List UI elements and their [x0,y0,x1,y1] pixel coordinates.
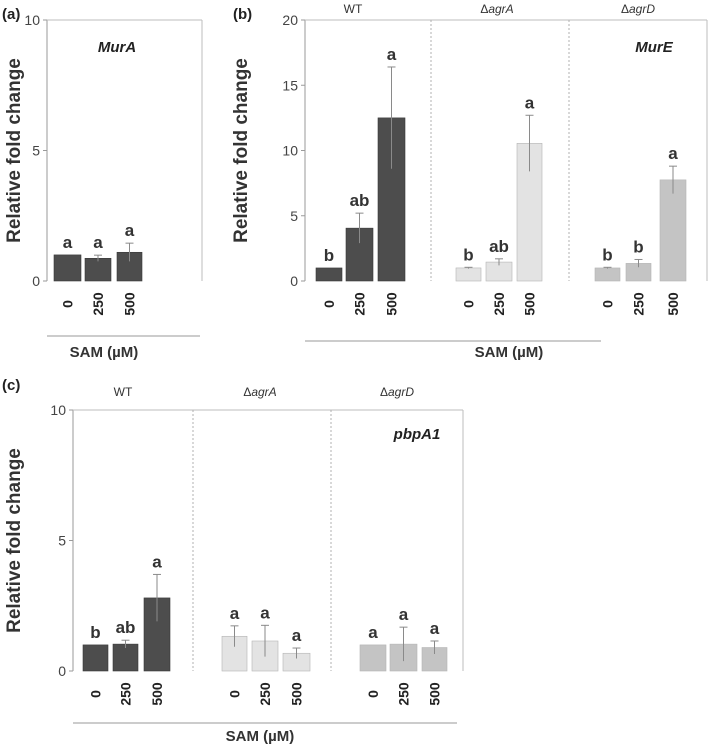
significance-letter: a [152,552,162,571]
significance-letter: b [602,245,612,264]
group-label: ΔagrD [380,385,414,399]
x-tick-label: 500 [289,682,305,706]
bar [359,644,387,672]
delta-symbol: Δ [380,385,388,399]
y-tick-label: 0 [58,663,66,679]
x-axis-title: SAM (µM) [70,344,139,361]
x-tick-label: 250 [90,292,106,316]
x-tick-label: 500 [427,682,443,706]
x-tick-label: 250 [396,682,412,706]
x-tick-label: 250 [491,292,507,316]
x-axis-title: SAM (µM) [475,344,544,361]
significance-letter: ab [489,237,509,256]
bar [594,267,621,282]
x-axis-title: SAM (µM) [226,728,295,745]
x-tick-label: 0 [321,300,337,308]
significance-letter: a [93,233,103,252]
y-tick-label: 10 [24,12,40,28]
strain-name: agrA [251,385,276,399]
x-tick-label: 500 [665,292,681,316]
panel-label: (b) [233,6,252,23]
y-tick-label: 5 [58,533,66,549]
bar [82,644,109,672]
significance-letter: a [399,605,409,624]
group-label: WT [344,2,363,16]
panel-label: (c) [2,377,20,394]
x-tick-label: 0 [227,690,243,698]
y-tick-label: 20 [282,12,298,28]
x-tick-label: 250 [257,682,273,706]
y-tick-label: 0 [290,273,298,289]
chart-panel-b: (b) 0 5 10 15 20 Relative fold change MurE WT b 0 a… [231,2,708,361]
x-tick-label: 0 [461,300,477,308]
delta-symbol: Δ [480,2,488,16]
bar [659,179,687,282]
bar [112,643,139,672]
gene-label: MurA [98,39,136,56]
significance-letter: ab [116,618,136,637]
strain-name: agrD [388,385,414,399]
delta-symbol: Δ [243,385,251,399]
significance-letter: b [463,245,473,264]
significance-letter: b [633,237,643,256]
x-tick-label: 500 [122,292,138,316]
gene-label: MurE [635,39,673,56]
chart-panel-a: (a) 0 5 10 Relative fold change MurA a 0 a 250 a 50… [2,6,203,361]
x-tick-label: 250 [352,292,368,316]
significance-letter: a [525,93,535,112]
y-tick-label: 0 [32,273,40,289]
significance-letter: a [230,604,240,623]
bar [84,257,112,282]
y-tick-label: 10 [282,143,298,159]
x-tick-label: 0 [88,690,104,698]
y-tick-label: 5 [290,208,298,224]
y-axis-title: Relative fold change [4,58,25,243]
group-label: ΔagrA [480,2,513,16]
panel-label: (a) [2,6,20,23]
bar [53,254,82,282]
significance-letter: a [125,221,135,240]
x-tick-label: 0 [60,300,76,308]
bar [315,267,343,282]
significance-letter: a [63,233,73,252]
x-tick-label: 250 [118,682,134,706]
gene-label: pbpA1 [393,426,441,443]
group-label: ΔagrD [621,2,655,16]
strain-name: agrA [488,2,513,16]
significance-letter: a [387,45,397,64]
y-axis-title: Relative fold change [231,58,252,243]
group-label: WT [114,385,133,399]
x-tick-label: 500 [149,682,165,706]
significance-letter: b [90,623,100,642]
significance-letter: ab [350,191,370,210]
group-label: ΔagrA [243,385,276,399]
x-tick-label: 500 [384,292,400,316]
significance-letter: a [292,626,302,645]
y-tick-label: 10 [50,402,66,418]
x-tick-label: 250 [631,292,647,316]
delta-symbol: Δ [621,2,629,16]
y-tick-label: 5 [32,143,40,159]
bar [455,267,482,282]
y-axis-title: Relative fold change [4,448,25,633]
y-tick-label: 15 [282,77,298,93]
x-tick-label: 0 [365,690,381,698]
strain-name: agrD [629,2,655,16]
significance-letter: a [668,144,678,163]
x-tick-label: 0 [600,300,616,308]
chart-panel-c: (c) 0 5 10 Relative fold change pbpA1 WT b 0 ab 25… [2,377,464,745]
significance-letter: a [260,603,270,622]
significance-letter: a [368,623,378,642]
x-tick-label: 500 [522,292,538,316]
significance-letter: b [324,246,334,265]
significance-letter: a [430,619,440,638]
